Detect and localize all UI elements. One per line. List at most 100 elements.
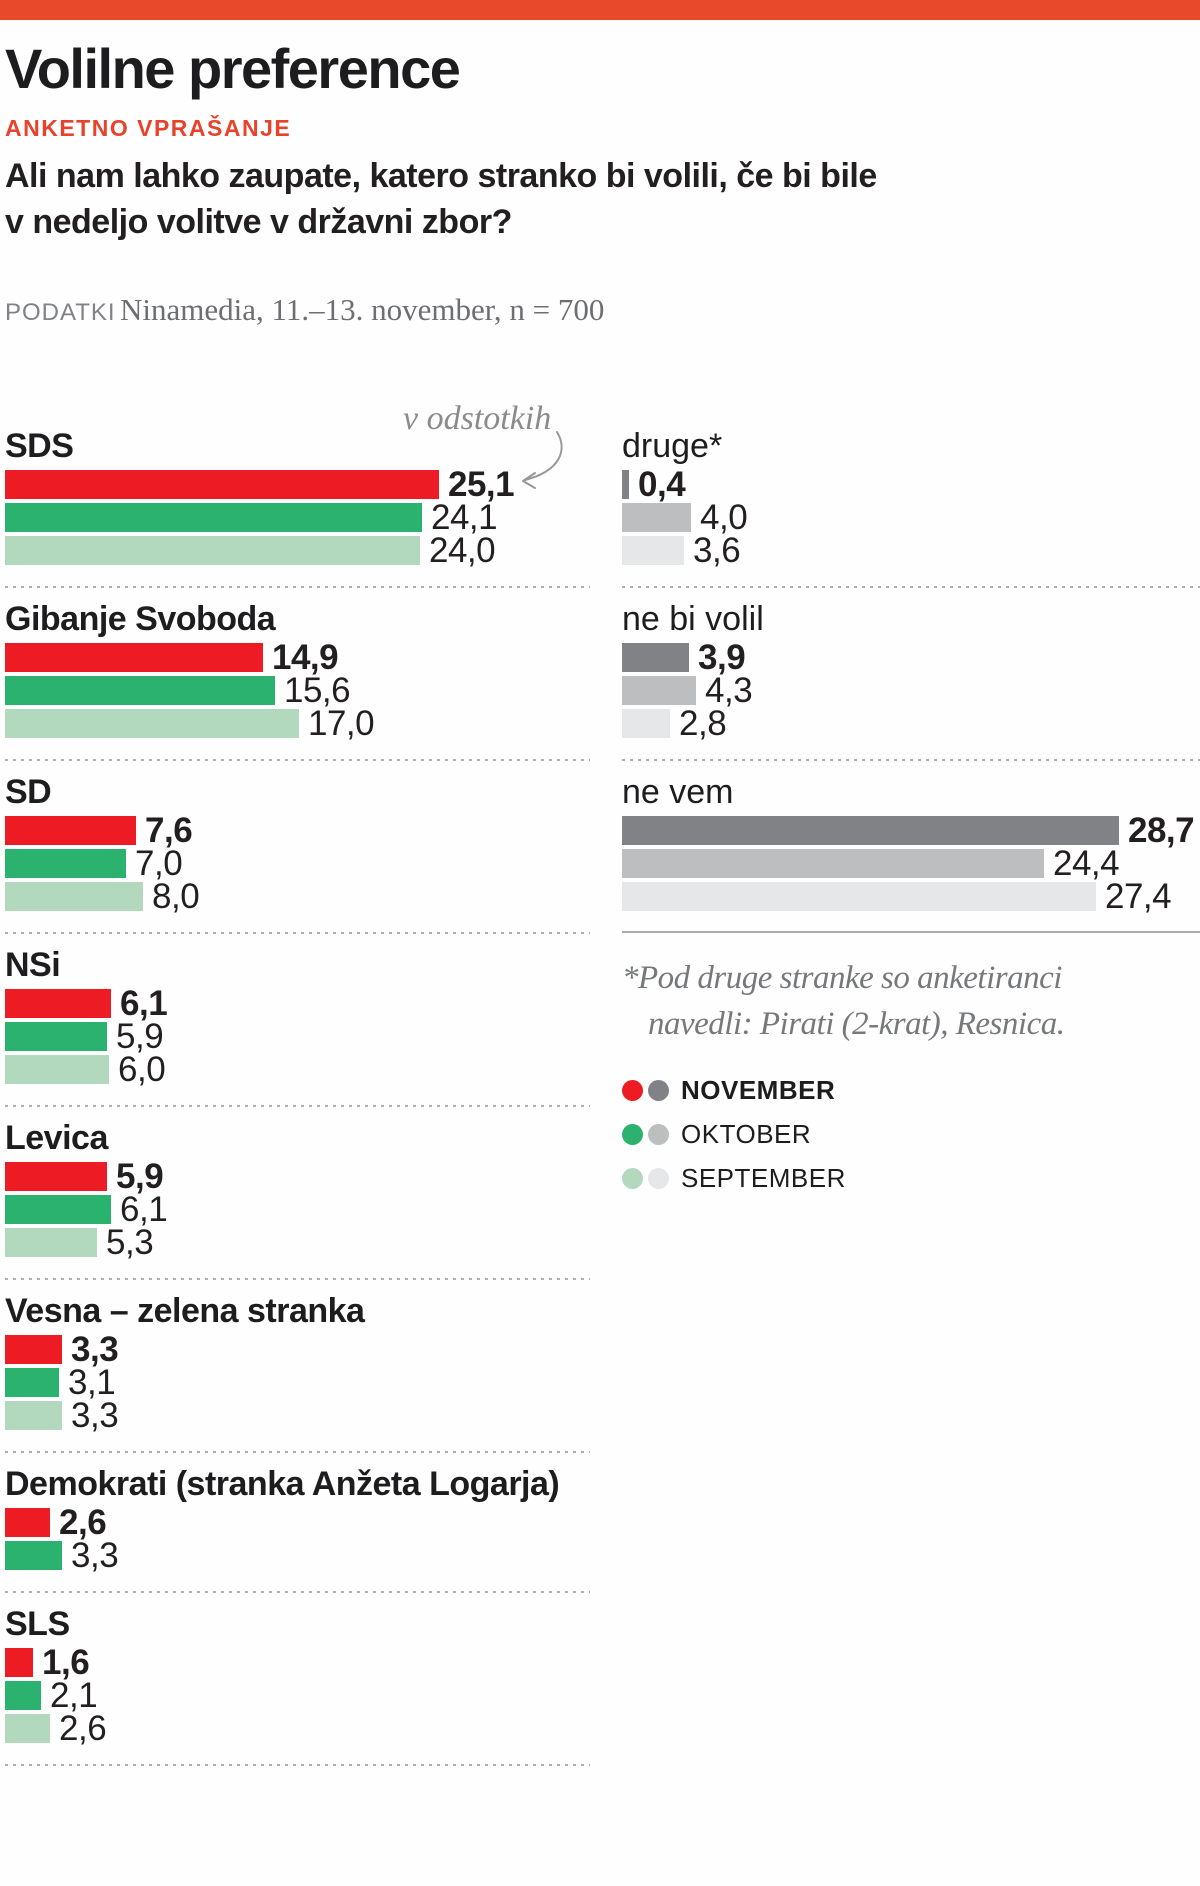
bar-value: 0,4 <box>638 464 686 504</box>
group-label: SD <box>5 773 52 811</box>
bar-row: 2,8 <box>622 704 1200 743</box>
divider-line <box>622 931 1200 933</box>
legend-neutral-dot-icon <box>648 1124 669 1146</box>
dotted-separator <box>5 1277 590 1280</box>
bar-row: 3,3 <box>5 1536 590 1575</box>
bar-oktober <box>622 849 1044 878</box>
bar-value: 8,0 <box>152 876 200 916</box>
chart-group: druge* 0,4 4,0 3,6 <box>622 429 1200 585</box>
bar-row: 2,1 <box>5 1676 590 1715</box>
bar-row: 1,6 <box>5 1643 590 1682</box>
party-chart-column: SDS 25,1 24,1 24,0 Gibanje Svoboda 14,9 15,6 17… <box>5 429 590 1766</box>
bar-november <box>5 1162 107 1191</box>
bar-november <box>5 989 111 1018</box>
legend-row: SEPTEMBER <box>622 1163 1200 1194</box>
bar-value: 17,0 <box>308 703 375 743</box>
bar-row: 27,4 <box>622 877 1200 916</box>
bar-november <box>622 816 1119 845</box>
dotted-separator <box>5 1104 590 1107</box>
legend-neutral-dot-icon <box>648 1168 669 1190</box>
bar-oktober <box>5 1022 107 1051</box>
dotted-separator <box>5 931 590 934</box>
bar-value: 7,0 <box>135 843 183 883</box>
bar-row: 5,9 <box>5 1157 590 1196</box>
bar-row: 3,6 <box>622 531 1200 570</box>
chart-group: Vesna – zelena stranka 3,3 3,1 3,3 <box>5 1280 590 1450</box>
bar-value: 2,8 <box>679 703 727 743</box>
bar-value: 3,9 <box>698 637 746 677</box>
bar-row: 7,6 <box>5 811 590 850</box>
chart-group: Gibanje Svoboda 14,9 15,6 17,0 <box>5 588 590 758</box>
bar-oktober <box>5 1368 59 1397</box>
bar-row: 24,4 <box>622 844 1200 883</box>
bar-value: 4,0 <box>700 497 748 537</box>
bar-november <box>622 643 689 672</box>
bar-value: 3,3 <box>71 1395 119 1435</box>
header: Volilne preference ANKETNO VPRAŠANJE Ali… <box>5 20 1105 328</box>
bar-value: 5,9 <box>116 1156 164 1196</box>
dotted-separator <box>5 1763 590 1766</box>
bar-row: 6,0 <box>5 1050 590 1089</box>
top-accent-bar <box>0 0 1200 20</box>
page-title: Volilne preference <box>5 37 461 100</box>
source-label: PODATKI <box>5 298 116 326</box>
bar-september <box>5 1401 62 1430</box>
bar-september <box>5 709 299 738</box>
footnote-line2: navedli: Pirati (2-krat), Resnica. <box>648 1006 1065 1043</box>
dotted-separator <box>622 585 1200 588</box>
bar-value: 2,1 <box>50 1675 98 1715</box>
dotted-separator <box>5 1590 590 1593</box>
bar-november <box>5 470 439 499</box>
footnote: *Pod druge stranke so anketiranci navedl… <box>622 955 1200 1047</box>
bar-november <box>5 1508 50 1537</box>
bar-row: 4,3 <box>622 671 1200 710</box>
bar-september <box>5 536 420 565</box>
data-source: PODATKI Ninamedia, 11.–13. november, n =… <box>5 292 1105 328</box>
bar-row: 24,0 <box>5 531 590 570</box>
legend-label: OKTOBER <box>681 1119 812 1150</box>
source-text: Ninamedia, 11.–13. november, n = 700 <box>120 291 605 327</box>
bar-row: 2,6 <box>5 1709 590 1748</box>
bar-november <box>5 816 136 845</box>
bar-row: 3,3 <box>5 1396 590 1435</box>
bar-value: 27,4 <box>1105 876 1172 916</box>
legend-party-dot-icon <box>622 1168 643 1190</box>
legend-party-dot-icon <box>622 1124 643 1146</box>
bar-row: 3,3 <box>5 1330 590 1369</box>
chart-group: SLS 1,6 2,1 2,6 <box>5 1593 590 1763</box>
bar-value: 3,1 <box>68 1362 116 1402</box>
bar-row: 24,1 <box>5 498 590 537</box>
chart-group: ne bi volil 3,9 4,3 2,8 <box>622 588 1200 758</box>
bar-oktober <box>622 676 696 705</box>
bar-value: 15,6 <box>284 670 351 710</box>
bar-september <box>5 1228 97 1257</box>
survey-question: Ali nam lahko zaupate, katero stranko bi… <box>5 154 1105 246</box>
bar-november <box>5 1648 33 1677</box>
bar-row: 3,1 <box>5 1363 590 1402</box>
group-label: Levica <box>5 1119 108 1157</box>
bar-row: 5,3 <box>5 1223 590 1262</box>
bar-value: 6,1 <box>120 983 168 1023</box>
chart-group: Levica 5,9 6,1 5,3 <box>5 1107 590 1277</box>
other-chart-column: druge* 0,4 4,0 3,6 ne bi volil 3,9 4,3 2,8 ne ve… <box>622 429 1200 1207</box>
bar-november <box>5 643 263 672</box>
bar-row: 15,6 <box>5 671 590 710</box>
bar-oktober <box>5 1681 41 1710</box>
legend-row: NOVEMBER <box>622 1075 1200 1106</box>
bar-row: 6,1 <box>5 984 590 1023</box>
bar-value: 6,0 <box>118 1049 166 1089</box>
bar-oktober <box>5 849 126 878</box>
group-label: NSi <box>5 946 61 984</box>
chart-group: ne vem 28,7 24,4 27,4 <box>622 761 1200 931</box>
bar-value: 14,9 <box>272 637 339 677</box>
bar-september <box>5 882 143 911</box>
bar-row: 28,7 <box>622 811 1200 850</box>
bar-value: 3,3 <box>71 1329 119 1369</box>
bar-value: 25,1 <box>448 464 515 504</box>
legend-neutral-dot-icon <box>648 1080 669 1102</box>
bar-value: 24,1 <box>431 497 498 537</box>
legend-row: OKTOBER <box>622 1119 1200 1150</box>
bar-september <box>622 709 670 738</box>
bar-value: 4,3 <box>705 670 753 710</box>
group-label: Demokrati (stranka Anžeta Logarja) <box>5 1465 560 1503</box>
